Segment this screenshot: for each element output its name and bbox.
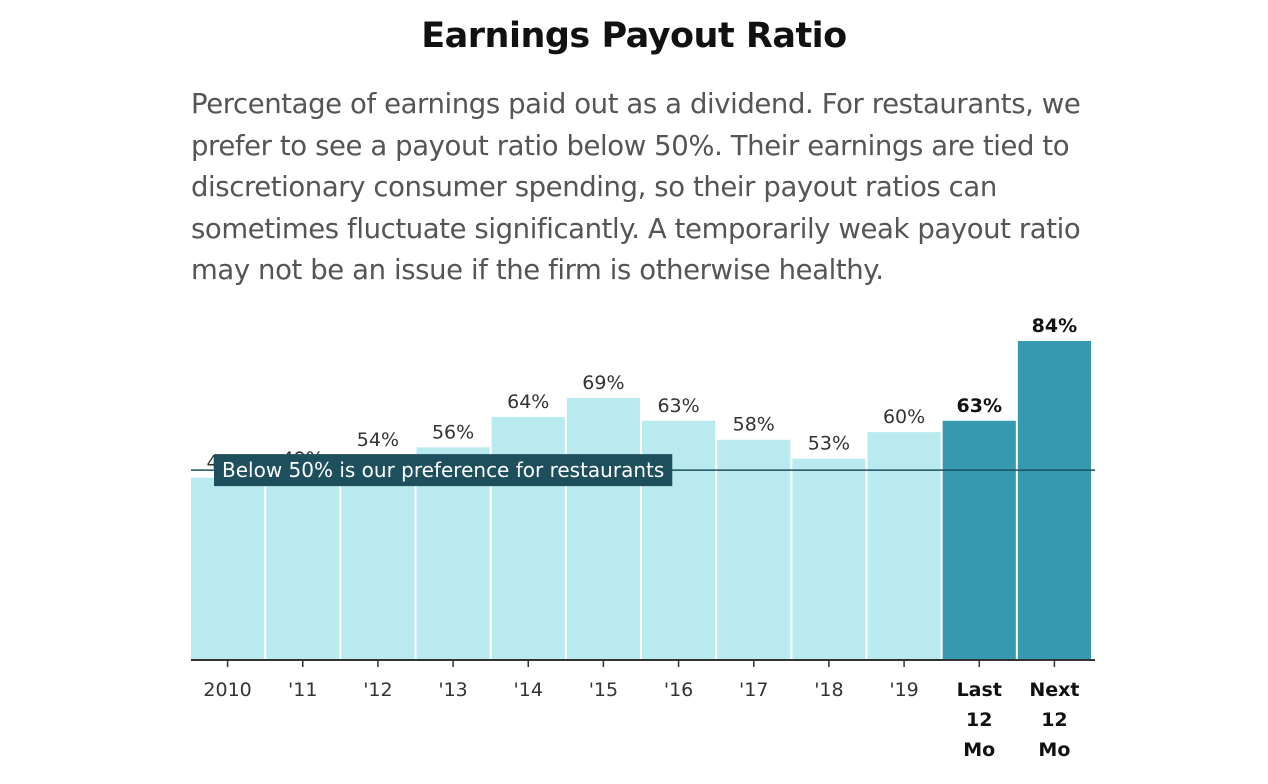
value-label-10: 63% (957, 395, 1002, 417)
x-tick-label-line: '12 (363, 679, 392, 701)
x-tick-label-line: '18 (814, 679, 843, 701)
value-label-8: 53% (808, 433, 850, 455)
x-tick-label-line: '13 (438, 679, 467, 701)
bar-2 (341, 454, 415, 660)
bar-0 (191, 477, 265, 660)
x-tick-label-line: '14 (514, 679, 543, 701)
x-tick-label-line: 12 (966, 709, 992, 731)
bar-8 (792, 458, 866, 660)
x-tick-label-line: Last (957, 679, 1002, 701)
x-tick-label-0: 2010 (203, 679, 251, 701)
value-label-3: 56% (432, 421, 474, 443)
value-label-5: 69% (582, 372, 624, 394)
x-tick-label-line: '16 (664, 679, 693, 701)
x-tick-label-line: Mo (963, 739, 995, 761)
bar-1 (266, 473, 340, 660)
x-tick-label-line: '11 (288, 679, 317, 701)
x-tick-label-line: Next (1029, 679, 1079, 701)
value-label-11: 84% (1032, 315, 1077, 337)
x-tick-label-10: Last 12 Mo (957, 679, 1002, 761)
x-tick-label-7: '17 (739, 679, 768, 701)
x-tick-label-line: '17 (739, 679, 768, 701)
x-tick-label-line: 12 (1041, 709, 1067, 731)
bar-11 (1017, 341, 1091, 660)
x-tick-label-11: Next 12 Mo (1029, 679, 1079, 761)
x-tick-label-5: '15 (589, 679, 618, 701)
value-label-4: 64% (507, 391, 549, 413)
bar-9 (867, 432, 941, 660)
x-tick-label-9: '19 (889, 679, 918, 701)
x-tick-label-4: '14 (514, 679, 543, 701)
value-label-9: 60% (883, 406, 925, 428)
bar-7 (717, 439, 791, 660)
reference-label-background (214, 454, 673, 487)
reference-layer: Below 50% is our preference for restaura… (191, 454, 1095, 487)
chart-title: Earnings Payout Ratio (421, 16, 847, 56)
x-tick-label-8: '18 (814, 679, 843, 701)
chart-subtitle: Percentage of earnings paid out as a div… (191, 88, 1081, 286)
x-tick-label-line: 2010 (203, 679, 251, 701)
x-tick-label-line: '19 (889, 679, 918, 701)
x-tick-label-2: '12 (363, 679, 392, 701)
x-tick-label-6: '16 (664, 679, 693, 701)
x-tick-label-line: Mo (1038, 739, 1070, 761)
bar-10 (942, 420, 1016, 660)
bars-layer: 48%49%54%56%64%69%63%58%53%60%63%84% (191, 315, 1091, 660)
value-label-6: 63% (657, 395, 699, 417)
x-axis: 2010'11'12'13'14'15'16'17'18'19 Last 12 MoN… (191, 659, 1095, 761)
bar-5 (566, 397, 640, 660)
bar-4 (491, 416, 565, 660)
x-tick-label-1: '11 (288, 679, 317, 701)
x-tick-label-3: '13 (438, 679, 467, 701)
reference-label: Below 50% is our preference for restaura… (222, 458, 664, 482)
value-label-2: 54% (357, 429, 399, 451)
x-tick-label-line: '15 (589, 679, 618, 701)
value-label-7: 58% (733, 414, 775, 436)
